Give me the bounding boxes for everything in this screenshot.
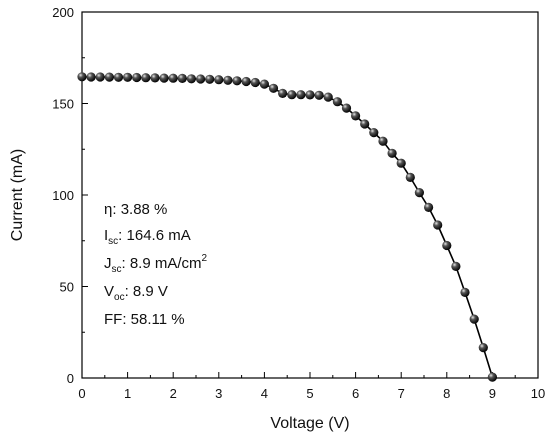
data-point xyxy=(232,76,242,86)
data-point xyxy=(414,188,424,198)
data-point xyxy=(159,73,169,83)
isc-annotation: Isc: 164.6 mA xyxy=(104,227,191,247)
y-tick-label: 100 xyxy=(52,188,74,203)
data-point xyxy=(341,103,352,113)
x-tick-label: 10 xyxy=(531,386,545,401)
data-point xyxy=(323,92,333,102)
x-tick-label: 8 xyxy=(443,386,450,401)
data-point xyxy=(168,73,178,83)
ff-annotation: FF: 58.11 % xyxy=(104,311,185,328)
data-point xyxy=(442,240,452,251)
x-tick-label: 4 xyxy=(261,386,268,401)
data-point xyxy=(287,90,297,100)
y-tick-label: 0 xyxy=(67,371,74,386)
x-axis-title: Voltage (V) xyxy=(270,415,349,432)
data-point xyxy=(478,343,488,353)
data-point xyxy=(150,73,160,83)
data-point xyxy=(177,73,187,83)
x-axis-ticks: 0 1 2 3 4 5 6 7 8 9 10 xyxy=(78,372,545,401)
data-point xyxy=(305,90,315,100)
data-point xyxy=(77,72,87,82)
jsc-annotation: Jsc: 8.9 mA/cm2 xyxy=(104,253,208,275)
x-tick-label: 3 xyxy=(215,386,222,401)
data-point xyxy=(369,128,379,138)
metrics-annotation: η: 3.88 % Isc: 164.6 mA Jsc: 8.9 mA/cm2 … xyxy=(104,201,208,328)
data-point xyxy=(296,90,306,100)
data-point xyxy=(141,73,151,83)
y-axis-ticks: 0 50 100 150 200 xyxy=(52,5,88,386)
data-point xyxy=(332,97,342,107)
x-tick-label: 6 xyxy=(352,386,359,401)
data-point xyxy=(405,172,415,182)
data-point xyxy=(196,74,206,84)
y-axis-title: Current (mA) xyxy=(9,149,26,241)
data-point xyxy=(123,72,133,82)
y-tick-label: 50 xyxy=(60,280,74,295)
voc-annotation: Voc: 8.9 V xyxy=(104,283,168,303)
data-point xyxy=(241,76,251,87)
data-point xyxy=(360,119,370,129)
x-tick-label: 7 xyxy=(398,386,405,401)
data-point xyxy=(86,72,96,82)
efficiency-annotation: η: 3.88 % xyxy=(104,201,167,218)
data-point xyxy=(250,77,260,88)
x-tick-label: 9 xyxy=(489,386,496,401)
data-point xyxy=(396,158,406,168)
data-point xyxy=(259,79,269,89)
x-tick-label: 0 xyxy=(78,386,85,401)
x-tick-label: 2 xyxy=(170,386,177,401)
data-point xyxy=(214,75,224,85)
data-point xyxy=(387,148,397,158)
x-tick-label: 5 xyxy=(306,386,313,401)
data-point xyxy=(351,111,361,121)
data-point xyxy=(268,83,279,93)
series-line xyxy=(81,76,494,378)
data-point xyxy=(186,74,196,84)
data-point xyxy=(113,72,124,82)
data-point xyxy=(424,202,434,212)
data-point xyxy=(460,287,470,297)
data-point xyxy=(469,314,479,324)
series-markers xyxy=(77,72,497,382)
data-point xyxy=(95,72,105,82)
data-point xyxy=(223,75,233,85)
data-point xyxy=(487,372,497,382)
data-point xyxy=(451,261,461,271)
data-point xyxy=(278,88,288,98)
y-tick-label: 150 xyxy=(52,97,74,112)
data-point xyxy=(104,72,114,82)
data-point xyxy=(378,136,388,146)
x-tick-label: 1 xyxy=(124,386,131,401)
data-point xyxy=(205,74,215,84)
data-point xyxy=(314,90,324,100)
data-point xyxy=(132,72,142,83)
y-tick-label: 200 xyxy=(52,5,74,20)
data-point xyxy=(433,220,443,230)
